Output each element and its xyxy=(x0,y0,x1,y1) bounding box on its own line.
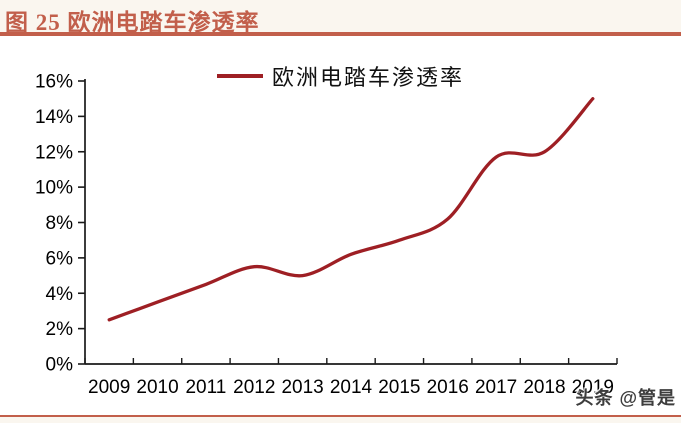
x-axis-tick-label: 2017 xyxy=(475,377,517,398)
x-axis-tick-label: 2014 xyxy=(330,377,373,398)
legend-label: 欧洲电踏车渗透率 xyxy=(271,65,464,90)
watermark: 头条 @管是 xyxy=(575,388,676,408)
chart-panel xyxy=(0,35,681,415)
x-axis-tick-label: 2011 xyxy=(185,377,226,398)
x-axis-tick-label: 2013 xyxy=(281,377,323,398)
x-axis-tick-label: 2018 xyxy=(523,377,565,398)
x-axis-tick-label: 2019 xyxy=(572,377,614,398)
x-axis-tick-label: 2016 xyxy=(427,377,469,398)
y-axis-tick-label: 4% xyxy=(46,284,74,305)
title-underline-rule xyxy=(0,32,681,36)
x-axis-tick-label: 2012 xyxy=(233,377,275,398)
figure-title: 图 25 欧洲电踏车渗透率 xyxy=(5,10,260,35)
y-axis-tick-label: 12% xyxy=(35,142,73,163)
bottom-divider-rule xyxy=(0,414,681,417)
x-axis-tick-label: 2010 xyxy=(136,377,178,398)
series-line-europe-ebike-penetration xyxy=(107,97,595,322)
y-axis-tick-label: 2% xyxy=(46,319,74,340)
y-axis-tick-label: 6% xyxy=(46,248,74,269)
legend-line-swatch xyxy=(216,74,263,78)
y-axis-tick-label: 8% xyxy=(46,213,74,234)
y-axis-tick-label: 10% xyxy=(35,178,73,199)
y-axis-tick-label: 16% xyxy=(35,72,73,93)
x-axis-tick-label: 2009 xyxy=(88,377,130,398)
y-axis-tick-label: 14% xyxy=(35,107,73,128)
chart-legend: 欧洲电踏车渗透率 xyxy=(0,62,681,90)
y-axis-tick-label: 0% xyxy=(46,355,74,376)
x-axis-tick-label: 2015 xyxy=(378,377,420,398)
